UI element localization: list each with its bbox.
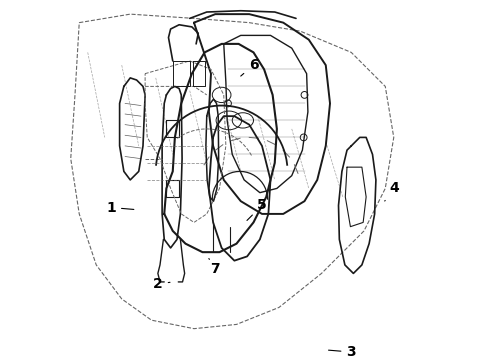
Text: 5: 5 [247, 198, 267, 220]
Text: 7: 7 [209, 258, 220, 276]
Text: 4: 4 [385, 181, 399, 201]
Text: 3: 3 [328, 345, 356, 359]
Text: 6: 6 [241, 58, 258, 76]
Text: 1: 1 [106, 201, 134, 215]
Text: 2: 2 [153, 277, 170, 291]
